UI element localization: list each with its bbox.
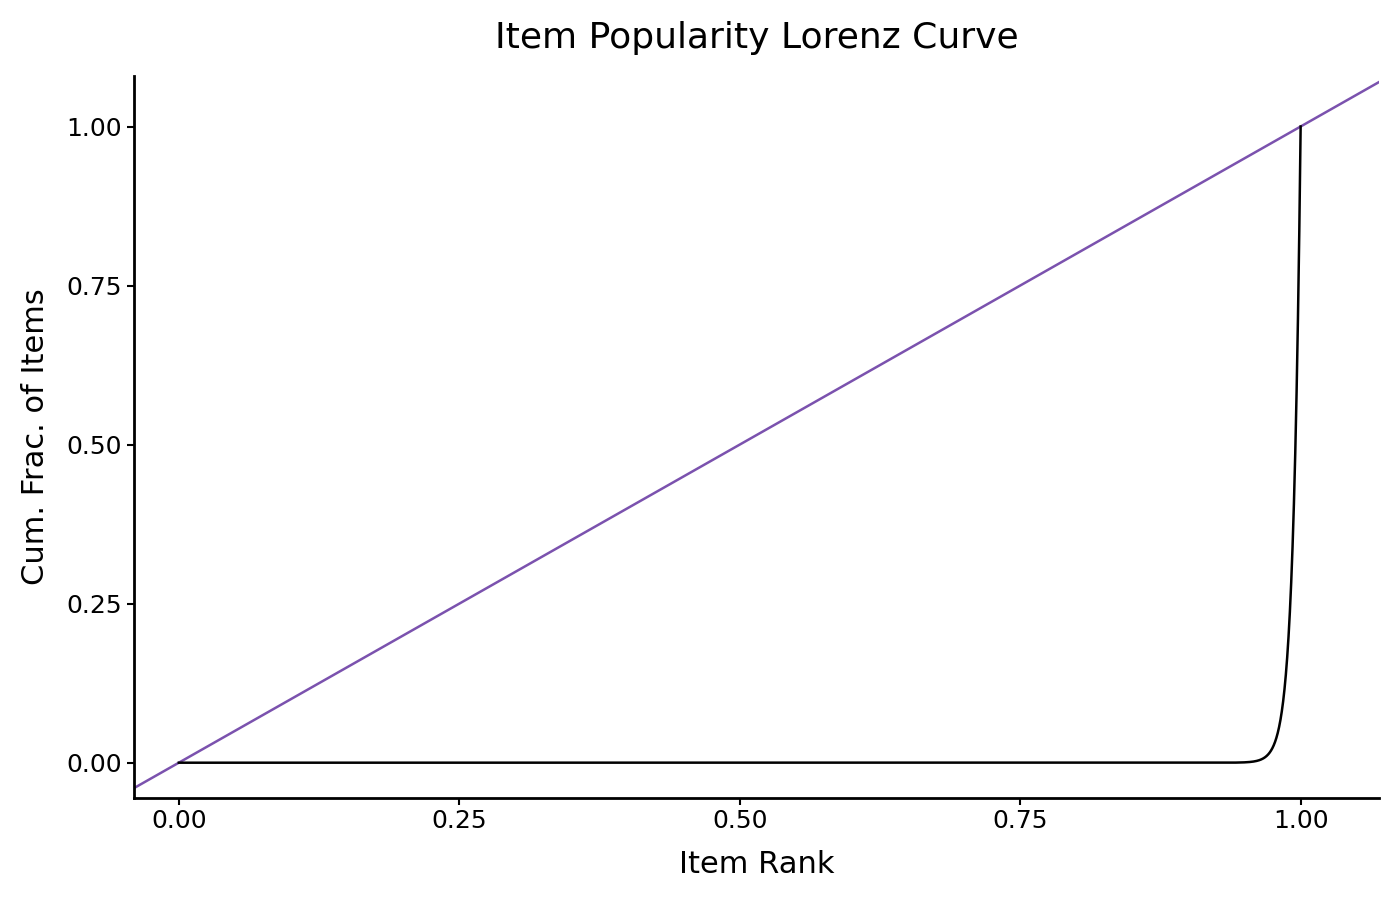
Y-axis label: Cum. Frac. of Items: Cum. Frac. of Items [21,288,50,585]
Title: Item Popularity Lorenz Curve: Item Popularity Lorenz Curve [494,21,1018,55]
X-axis label: Item Rank: Item Rank [679,850,834,879]
